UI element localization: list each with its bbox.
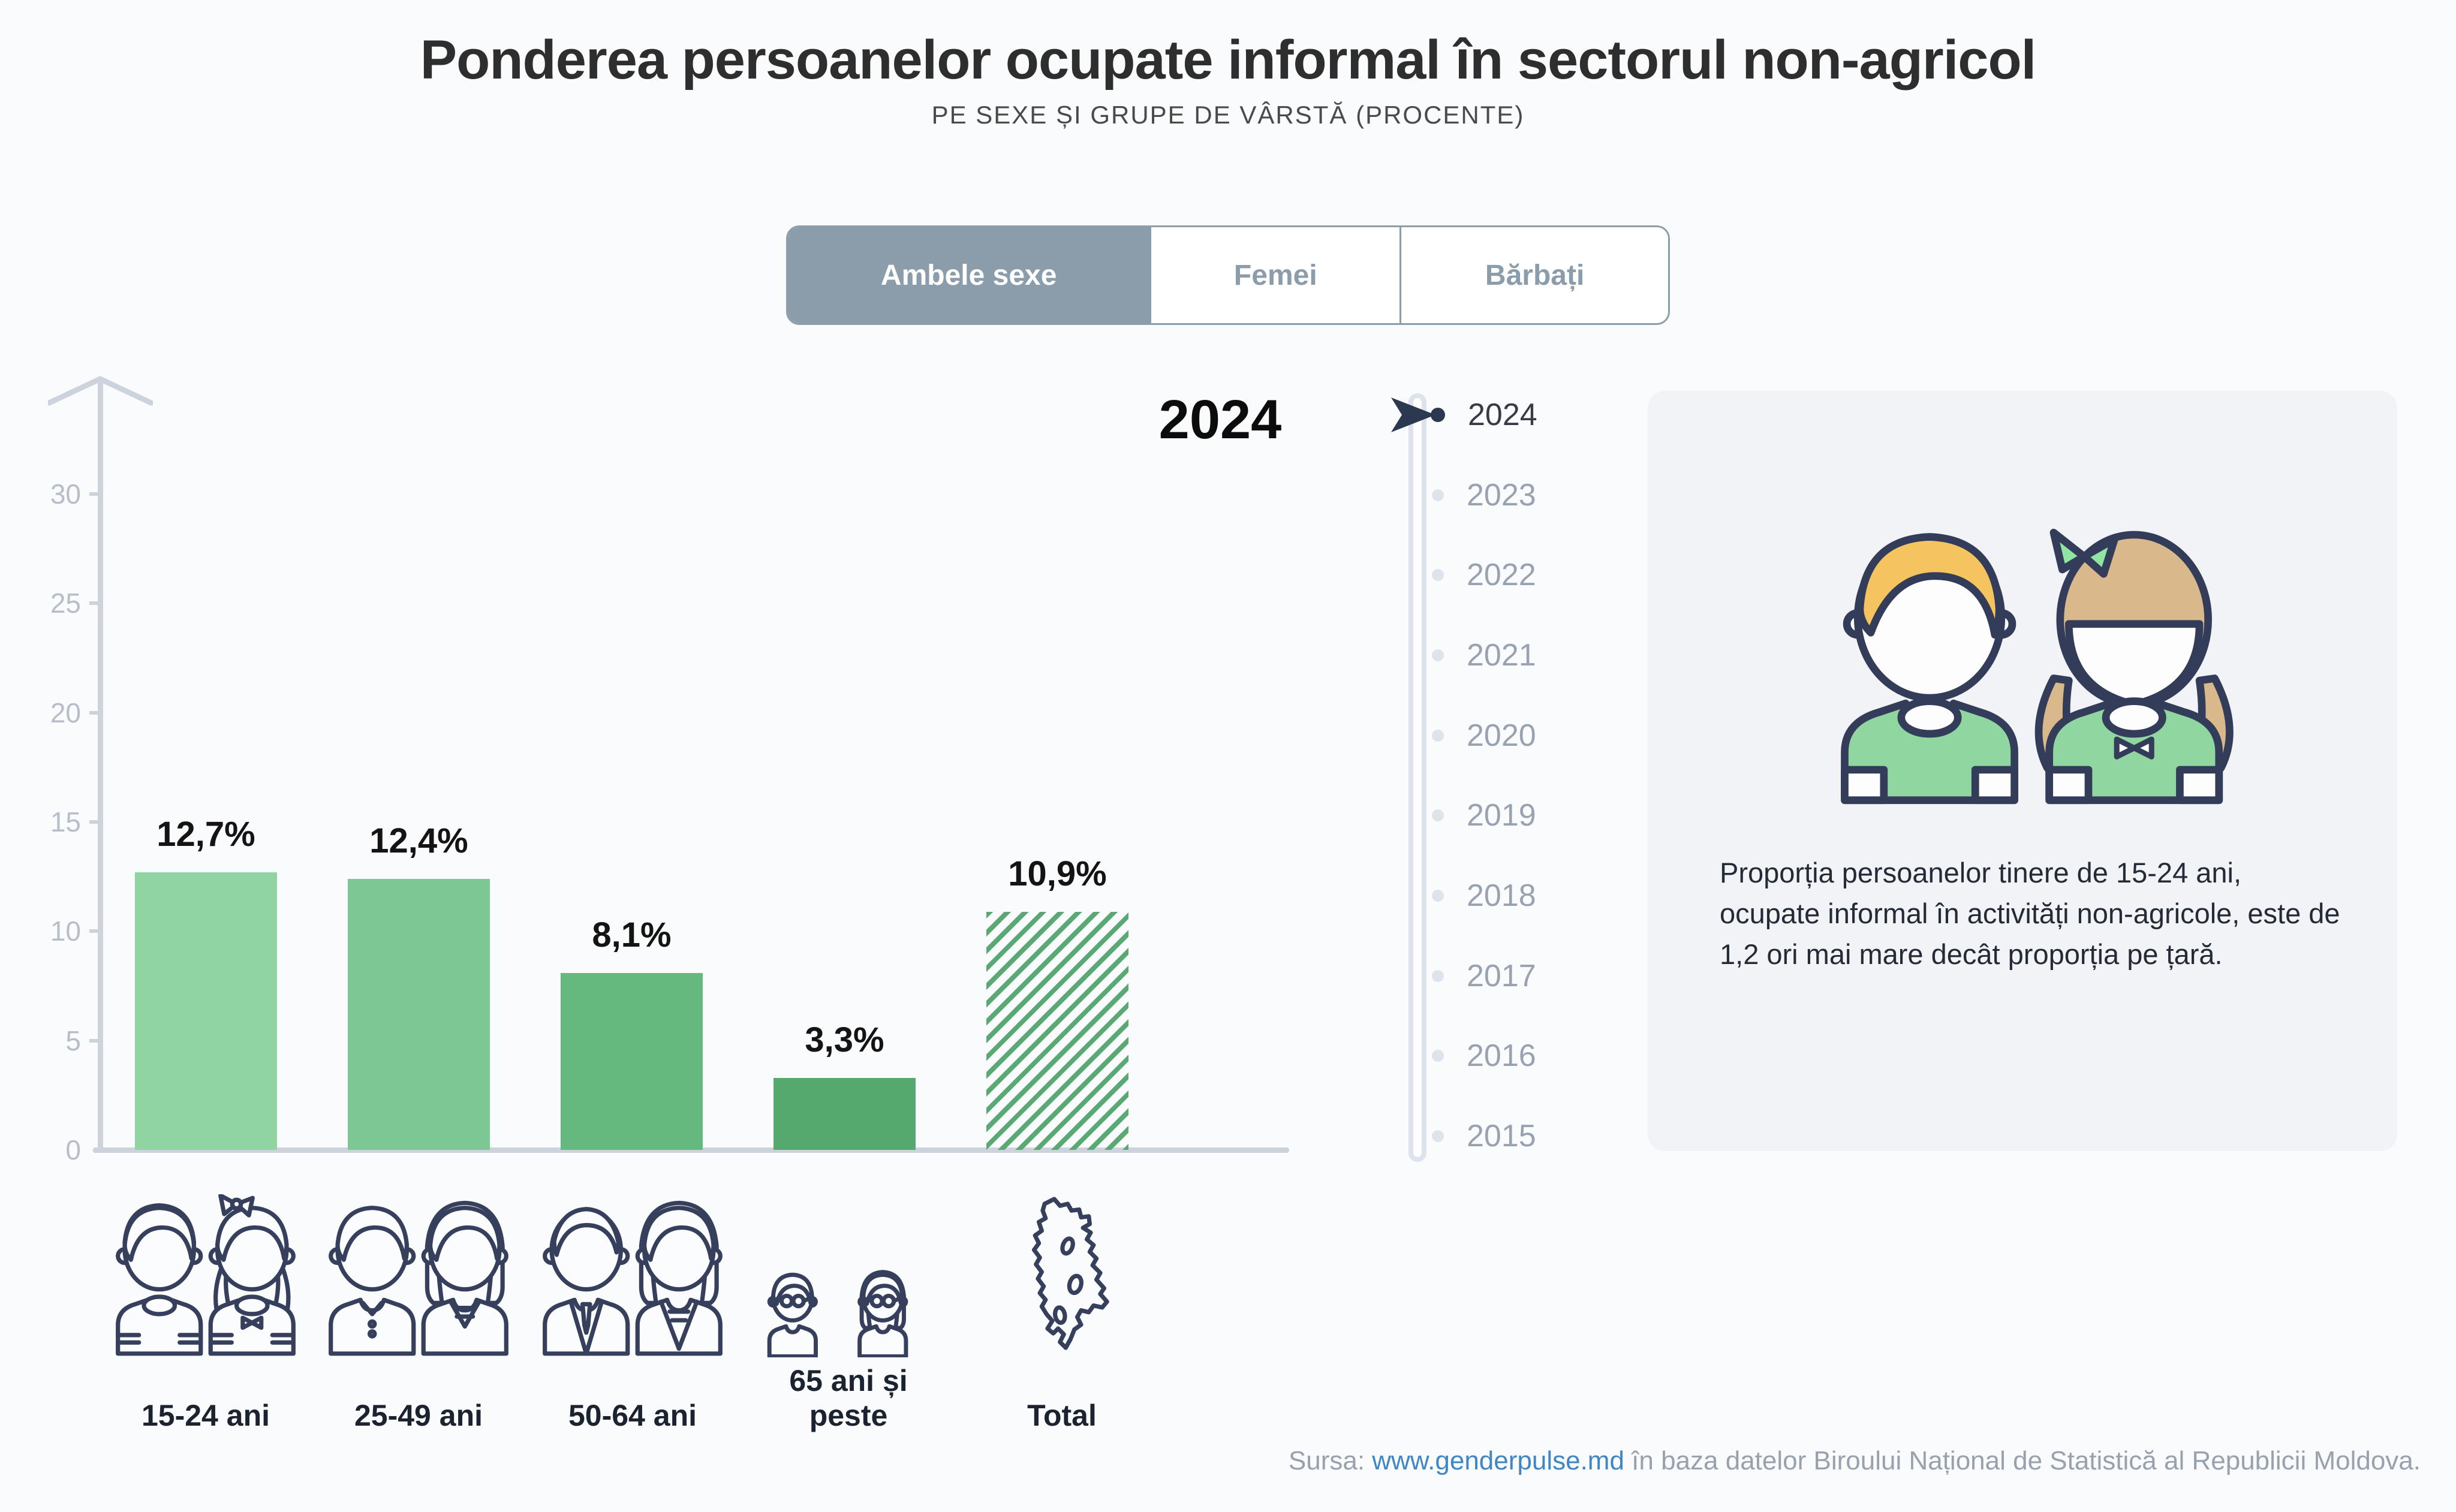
source-note: Sursa: www.genderpulse.md în baza datelo…	[1289, 1446, 2421, 1476]
tab-femei[interactable]: Femei	[1149, 227, 1400, 323]
page-subtitle: PE SEXE ȘI GRUPE DE VÂRSTĂ (PROCENTE)	[931, 101, 1525, 129]
elderly-couple-icon	[750, 1194, 947, 1357]
tick-dash	[89, 711, 100, 715]
source-link[interactable]: www.genderpulse.md	[1372, 1446, 1624, 1475]
up-arrow-icon	[48, 376, 153, 406]
timeline-year-2017[interactable]: 2017	[1426, 956, 1536, 996]
tab-ambele-sexe[interactable]: Ambele sexe	[788, 227, 1150, 323]
timeline-track[interactable]	[1408, 393, 1426, 1162]
category-label: 25-49 ani	[354, 1399, 483, 1432]
highlight-card: Proporția persoanelor tinere de 15-24 an…	[1648, 391, 2397, 1151]
timeline-year-2023[interactable]: 2023	[1426, 475, 1536, 515]
senior-couple-icon	[534, 1194, 732, 1356]
young-couple-icon	[116, 1194, 305, 1357]
highlight-text: Proporția persoanelor tinere de 15-24 an…	[1720, 857, 2340, 970]
timeline-year-2018[interactable]: 2018	[1426, 876, 1536, 915]
timeline-dot	[1432, 1050, 1444, 1062]
bar-15-24	[135, 872, 277, 1150]
bar-total	[986, 912, 1128, 1150]
bar-65plus	[773, 1078, 916, 1150]
play-arrow-icon[interactable]	[1391, 396, 1437, 433]
timeline-dot	[1432, 649, 1444, 661]
timeline-dot	[1432, 730, 1444, 742]
timeline-dot	[1432, 489, 1444, 501]
category-label: 15-24 ani	[141, 1399, 270, 1432]
tick-dash	[89, 492, 100, 496]
bar-value-50-64: 8,1%	[592, 915, 672, 954]
category-65plus: 65 ani și peste	[747, 1194, 950, 1434]
category-label: 65 ani și peste	[789, 1364, 908, 1432]
tick-dash	[89, 601, 100, 605]
category-50-64: 50-64 ani	[531, 1194, 735, 1434]
category-15-24: 15-24 ani	[104, 1194, 308, 1434]
timeline-year-2024[interactable]: 2024	[1426, 395, 1537, 435]
timeline-year-2021[interactable]: 2021	[1426, 635, 1536, 675]
sex-filter-tabs: Ambele sexe Femei Bărbați	[786, 225, 1670, 325]
timeline-dot	[1432, 970, 1444, 982]
bar-25-49	[348, 879, 490, 1150]
timeline-dot	[1431, 408, 1445, 422]
tick-dash	[89, 820, 100, 824]
category-total: Total	[960, 1194, 1164, 1434]
category-25-49: 25-49 ani	[317, 1194, 520, 1434]
selected-year-label: 2024	[1158, 389, 1282, 450]
adult-couple-icon	[320, 1194, 517, 1357]
tick-dash	[89, 929, 100, 933]
timeline-dot	[1432, 1130, 1444, 1142]
bar-value-total: 10,9%	[1008, 854, 1107, 893]
source-prefix: Sursa:	[1288, 1446, 1373, 1475]
source-suffix: în baza datelor Biroului Național de Sta…	[1624, 1446, 2421, 1475]
timeline-year-2020[interactable]: 2020	[1426, 716, 1536, 755]
bar-value-65plus: 3,3%	[805, 1020, 884, 1059]
timeline-year-2015[interactable]: 2015	[1426, 1116, 1536, 1156]
bar-50-64	[561, 973, 703, 1150]
bar-value-15-24: 12,7%	[156, 815, 255, 854]
tab-barbati[interactable]: Bărbați	[1399, 227, 1668, 323]
x-axis	[93, 1147, 1289, 1153]
category-label: Total	[1027, 1399, 1097, 1432]
timeline-year-2022[interactable]: 2022	[1426, 555, 1536, 595]
category-label: 50-64 ani	[568, 1399, 697, 1432]
timeline-year-2019[interactable]: 2019	[1426, 796, 1536, 835]
timeline-year-2016[interactable]: 2016	[1426, 1036, 1536, 1076]
bar-value-25-49: 12,4%	[369, 821, 468, 860]
tick-dash	[89, 1039, 100, 1043]
y-axis	[98, 380, 103, 1152]
moldova-map-icon	[1032, 1197, 1109, 1350]
page-title: Ponderea persoanelor ocupate informal în…	[420, 29, 2036, 91]
timeline-dot	[1432, 890, 1444, 902]
timeline-dot	[1432, 569, 1444, 581]
boy-and-girl-illustration-icon	[1841, 528, 2234, 805]
timeline-dot	[1432, 809, 1444, 821]
